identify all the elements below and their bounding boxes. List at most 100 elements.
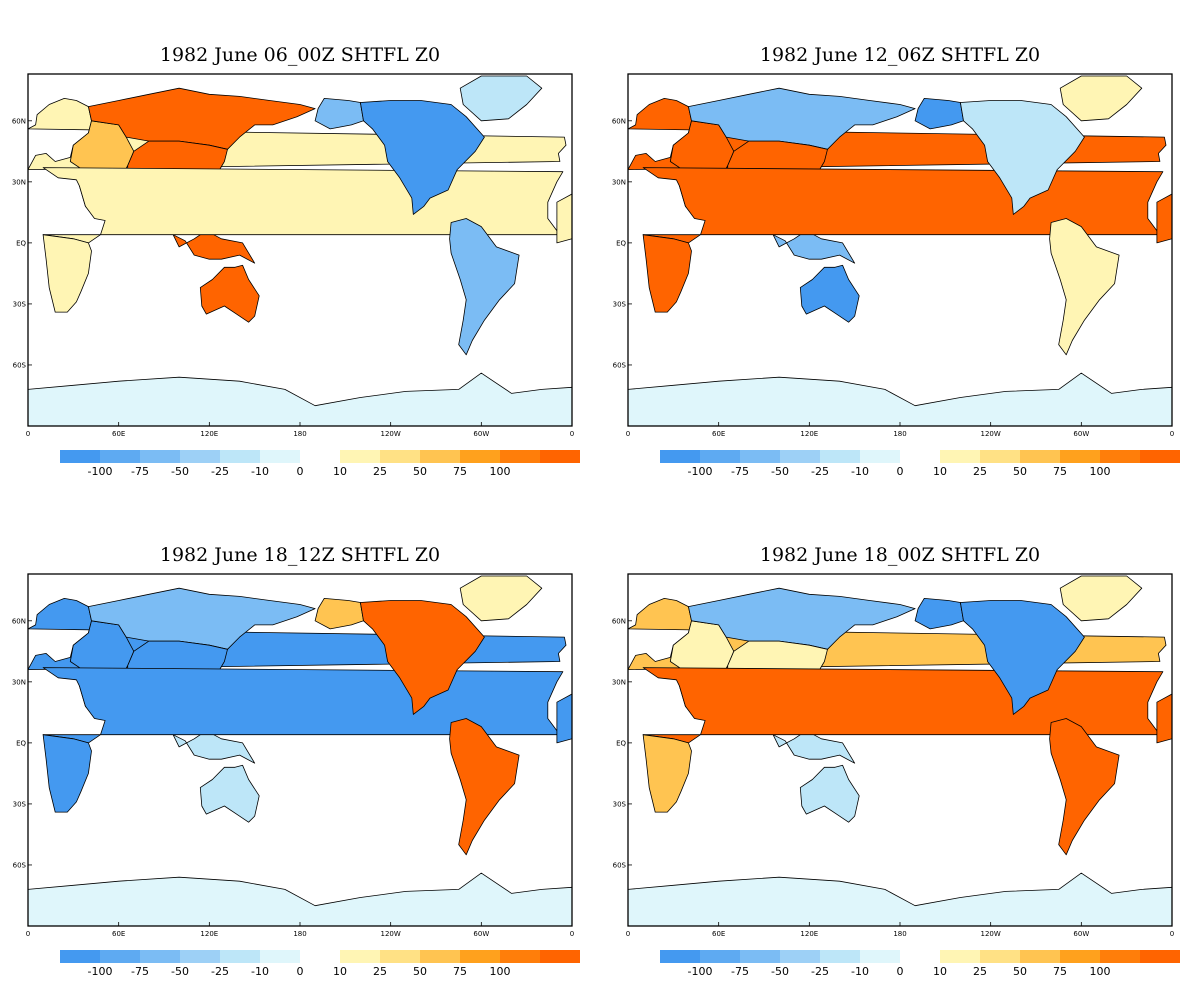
panel-title: 1982 June 12_06Z SHTFL Z0 xyxy=(759,44,1041,66)
x-tick-label: 60W xyxy=(473,930,489,938)
colorbar-swatch xyxy=(660,450,700,463)
colorbar-label: -10 xyxy=(851,465,869,478)
region-africa-east xyxy=(556,693,573,744)
y-tick-label: 30N xyxy=(612,178,626,186)
colorbar-label: -10 xyxy=(851,965,869,978)
region-siberia xyxy=(88,587,316,650)
colorbar-label: -50 xyxy=(171,465,189,478)
y-tick-label: 30N xyxy=(12,678,26,686)
colorbar-swatch xyxy=(340,950,380,963)
colorbar-label: 0 xyxy=(297,965,304,978)
x-tick-label: 0 xyxy=(570,930,574,938)
colorbar-swatch xyxy=(540,450,580,463)
colorbar-swatch xyxy=(660,950,700,963)
x-tick-label: 60W xyxy=(1073,930,1089,938)
region-greenland xyxy=(1059,575,1143,622)
y-tick-label: 60S xyxy=(613,361,627,369)
x-tick-label: 0 xyxy=(26,930,30,938)
colorbar-swatch xyxy=(1100,950,1140,963)
colorbar-label: 10 xyxy=(933,465,947,478)
region-north-america xyxy=(959,600,1085,715)
x-tick-label: 120W xyxy=(381,430,401,438)
colorbar-label: 50 xyxy=(413,965,427,978)
colorbar-swatch xyxy=(860,950,900,963)
x-tick-label: 120E xyxy=(200,930,218,938)
colorbar-swatch xyxy=(60,450,100,463)
colorbar-swatch xyxy=(740,950,780,963)
colorbar: -100 -75 -50 -25 -10 0 10 25 50 75 100 xyxy=(660,950,1180,978)
x-tick-label: 120W xyxy=(981,430,1001,438)
colorbar-label: 75 xyxy=(453,465,467,478)
region-north-america xyxy=(959,100,1085,215)
colorbar-swatch xyxy=(700,950,740,963)
colorbar-swatch xyxy=(1140,450,1180,463)
colorbar-swatch xyxy=(260,950,300,963)
x-tick-label: 180 xyxy=(293,930,306,938)
colorbar-label: -75 xyxy=(131,465,149,478)
colorbar-label: -25 xyxy=(211,465,229,478)
colorbar-swatch xyxy=(60,950,100,963)
colorbar-label: -10 xyxy=(251,965,269,978)
colorbar: -100 -75 -50 -25 -10 0 10 25 50 75 100 xyxy=(60,950,580,978)
colorbar-label: -100 xyxy=(88,465,113,478)
colorbar-swatch xyxy=(1020,950,1060,963)
colorbar-label: 0 xyxy=(297,465,304,478)
x-tick-label: 120E xyxy=(800,430,818,438)
colorbar-swatch xyxy=(460,450,500,463)
x-tick-label: 60W xyxy=(473,430,489,438)
colorbar-label: 100 xyxy=(1090,465,1111,478)
x-tick-label: 60E xyxy=(112,430,125,438)
y-tick-label: 30S xyxy=(613,300,627,308)
map-panel: 60N 30N EQ 30S 60S 0 60E 120E 180 120W 60W 0 -100 -75… xyxy=(600,500,1200,1000)
x-tick-label: 0 xyxy=(626,930,630,938)
x-tick-label: 0 xyxy=(26,430,30,438)
colorbar-label: -50 xyxy=(771,965,789,978)
colorbar-label: -100 xyxy=(688,465,713,478)
y-tick-label: EQ xyxy=(616,239,626,247)
colorbar-label: -50 xyxy=(771,465,789,478)
colorbar-swatch xyxy=(340,450,380,463)
region-greenland xyxy=(1059,75,1143,122)
colorbar-swatch xyxy=(980,450,1020,463)
colorbar-swatch xyxy=(540,950,580,963)
region-africa-east xyxy=(556,193,573,244)
colorbar-swatch xyxy=(220,450,260,463)
colorbar-label: -75 xyxy=(731,965,749,978)
colorbar-swatch xyxy=(1060,950,1100,963)
colorbar-label: 25 xyxy=(373,965,387,978)
region-africa-east xyxy=(1156,193,1173,244)
colorbar-swatch xyxy=(140,950,180,963)
panel-title: 1982 June 06_00Z SHTFL Z0 xyxy=(159,44,441,66)
y-tick-label: 60N xyxy=(12,617,26,625)
colorbar-label: -100 xyxy=(88,965,113,978)
land-regions xyxy=(27,575,573,927)
y-tick-label: 60S xyxy=(13,361,27,369)
colorbar-label: 50 xyxy=(1013,965,1027,978)
colorbar: -100 -75 -50 -25 -10 0 10 25 50 75 100 xyxy=(660,450,1180,478)
y-tick-label: EQ xyxy=(616,739,626,747)
colorbar-label: -75 xyxy=(731,465,749,478)
y-tick-label: EQ xyxy=(16,239,26,247)
y-tick-label: 60N xyxy=(12,117,26,125)
colorbar-swatch xyxy=(180,450,220,463)
x-tick-label: 120W xyxy=(381,930,401,938)
colorbar: -100 -75 -50 -25 -10 0 10 25 50 75 100 xyxy=(60,450,580,478)
region-siberia xyxy=(688,587,916,650)
colorbar-label: 10 xyxy=(333,965,347,978)
colorbar-label: 100 xyxy=(490,965,511,978)
colorbar-swatch xyxy=(860,450,900,463)
y-tick-label: 60N xyxy=(612,617,626,625)
colorbar-swatch xyxy=(980,950,1020,963)
colorbar-swatch xyxy=(500,450,540,463)
colorbar-swatch xyxy=(1020,450,1060,463)
colorbar-swatch xyxy=(1140,950,1180,963)
colorbar-swatch xyxy=(820,450,860,463)
x-tick-label: 0 xyxy=(1170,930,1174,938)
x-tick-label: 0 xyxy=(570,430,574,438)
colorbar-swatch xyxy=(740,450,780,463)
colorbar-label: 10 xyxy=(933,965,947,978)
region-africa-south xyxy=(42,234,92,313)
